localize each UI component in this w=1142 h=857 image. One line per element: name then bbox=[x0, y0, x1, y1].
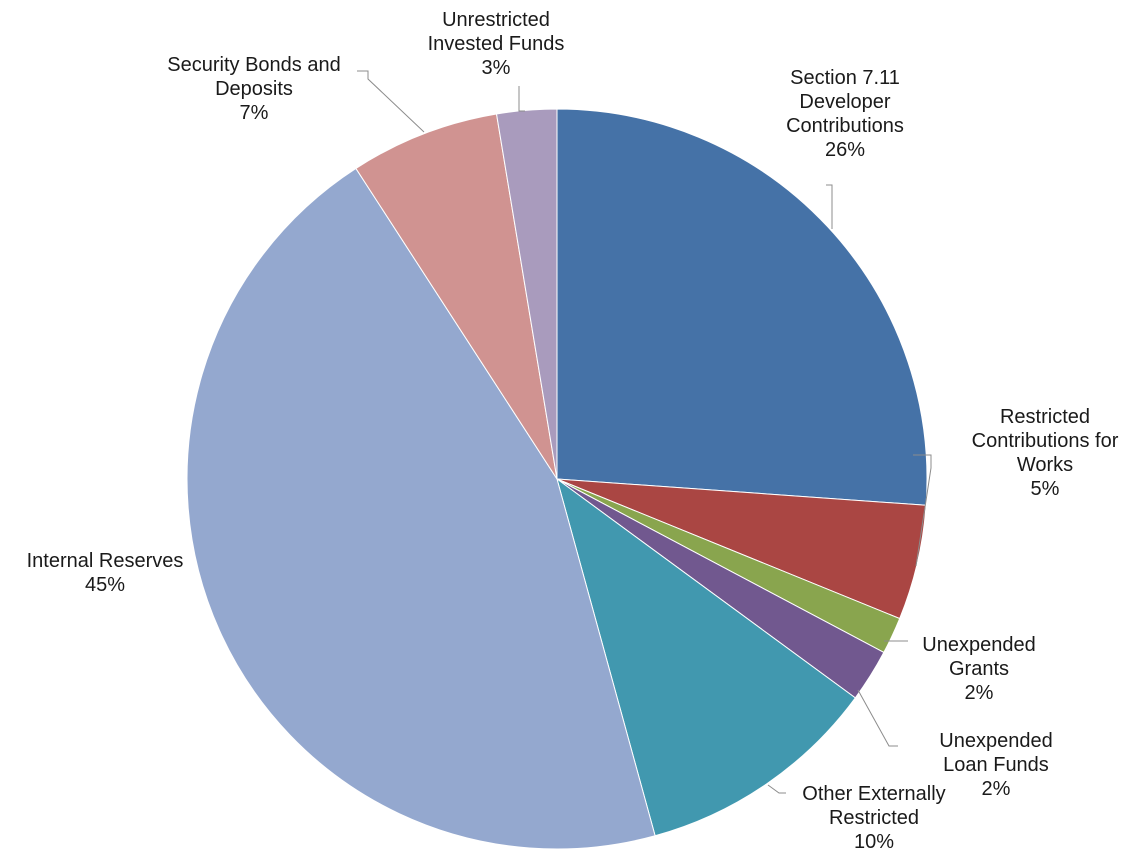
slice-label-line-1-1: Contributions for bbox=[972, 430, 1119, 452]
slice-label-line-0-1: Developer bbox=[799, 91, 891, 113]
slice-label-line-0-0: Section 7.11 bbox=[790, 67, 900, 89]
slice-value-label-3: 2% bbox=[982, 778, 1011, 800]
slice-label-line-6-1: Deposits bbox=[215, 78, 293, 100]
slice-label-5: Internal Reserves 45% bbox=[27, 550, 184, 596]
leader-line-3 bbox=[857, 689, 898, 747]
slice-label-3: Unexpended Loan Funds 2% bbox=[939, 730, 1052, 800]
slice-value-label-2: 2% bbox=[965, 682, 994, 704]
slice-label-1: Restricted Contributions for Works 5% bbox=[972, 406, 1119, 500]
leader-line-1 bbox=[913, 454, 932, 567]
slice-label-line-3-0: Unexpended bbox=[939, 730, 1052, 752]
slice-label-line-7-1: Invested Funds bbox=[428, 33, 565, 55]
slice-label-4: Other Externally Restricted 10% bbox=[802, 783, 945, 853]
slice-label-line-0-2: Contributions bbox=[786, 115, 904, 137]
slice-label-line-2-0: Unexpended bbox=[922, 634, 1035, 656]
slice-value-label-6: 7% bbox=[240, 102, 269, 124]
leader-line-0 bbox=[826, 184, 833, 229]
slice-label-line-4-1: Restricted bbox=[829, 807, 919, 829]
slice-value-label-0: 26% bbox=[825, 139, 865, 161]
slice-label-line-4-0: Other Externally bbox=[802, 783, 945, 805]
leader-line-4 bbox=[767, 784, 786, 794]
slice-label-6: Security Bonds and Deposits 7% bbox=[167, 54, 340, 124]
pie-slice-6 bbox=[355, 113, 558, 480]
slice-value-label-1: 5% bbox=[1031, 478, 1060, 500]
slice-label-line-7-0: Unrestricted bbox=[442, 9, 550, 31]
slice-value-label-4: 10% bbox=[854, 831, 894, 853]
leader-line-7 bbox=[518, 86, 525, 112]
slice-label-2: Unexpended Grants 2% bbox=[922, 634, 1035, 704]
slice-label-line-6-0: Security Bonds and bbox=[167, 54, 340, 76]
slice-label-line-1-0: Restricted bbox=[1000, 406, 1090, 428]
pie-slice-5 bbox=[186, 167, 656, 850]
slice-label-7: Unrestricted Invested Funds 3% bbox=[428, 9, 565, 79]
slice-label-line-3-1: Loan Funds bbox=[943, 754, 1049, 776]
leader-lines bbox=[357, 70, 932, 794]
leader-line-6 bbox=[357, 70, 425, 133]
slice-label-line-1-2: Works bbox=[1017, 454, 1073, 476]
slice-label-line-5-0: Internal Reserves bbox=[27, 550, 184, 572]
slice-label-0: Section 7.11 Developer Contributions 26% bbox=[786, 67, 904, 161]
pie-slice-7 bbox=[495, 108, 558, 480]
pie-slice-0 bbox=[556, 108, 928, 506]
slice-value-label-7: 3% bbox=[482, 57, 511, 79]
slice-labels: Section 7.11 Developer Contributions 26% Res… bbox=[27, 9, 1119, 853]
slice-value-label-5: 45% bbox=[85, 574, 125, 596]
slice-label-line-2-1: Grants bbox=[949, 658, 1009, 680]
pie-slice-4 bbox=[556, 477, 856, 837]
pie-slices bbox=[186, 108, 928, 850]
